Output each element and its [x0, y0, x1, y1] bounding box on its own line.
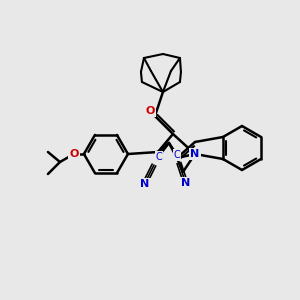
Text: O: O: [69, 149, 79, 159]
Text: N: N: [181, 178, 190, 188]
Text: N: N: [190, 149, 200, 159]
Text: O: O: [145, 106, 154, 116]
Text: N: N: [140, 179, 150, 189]
Text: C: C: [156, 152, 162, 162]
Text: C: C: [174, 150, 180, 160]
